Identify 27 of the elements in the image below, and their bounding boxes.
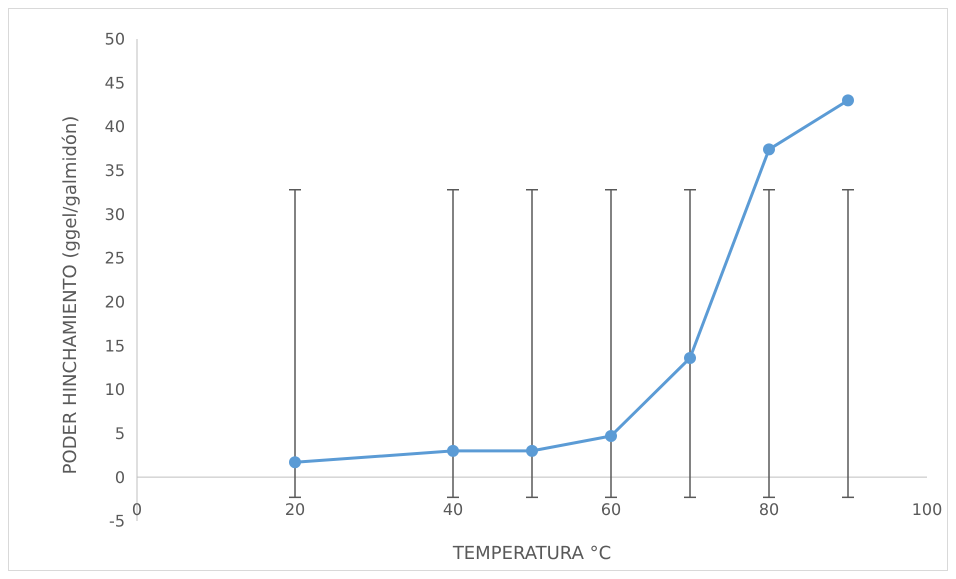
y-tick-label: -5 [109,512,125,531]
x-axis-title: TEMPERATURA °C [452,543,612,564]
y-tick-label: 10 [104,380,125,400]
x-tick-label: 60 [600,500,622,520]
x-tick-label: 80 [758,500,780,520]
point [763,143,775,156]
point [842,94,854,106]
point [526,444,538,457]
x-tick-label: 0 [132,500,142,520]
point [605,430,617,442]
x-tick-label: 40 [442,500,464,520]
y-tick-label: 25 [104,248,125,268]
y-tick-label: 20 [104,292,125,312]
y-tick-label: 50 [104,30,125,49]
point [447,444,459,457]
y-tick-label: 45 [104,73,125,92]
y-axis-title: PODER HINCHAMIENTO (ggel/galmidón) [60,116,81,474]
y-tick-label: 15 [104,336,125,356]
y-tick-label: 30 [104,204,125,224]
y-tick-label: 35 [104,161,125,180]
y-tick-label: 40 [104,117,125,136]
x-tick-label: 100 [912,500,942,520]
x-tick-label: 20 [284,500,306,520]
y-tick-label: 0 [114,468,125,487]
point [289,456,301,468]
point [684,352,696,364]
y-tick-label: 5 [114,424,125,443]
